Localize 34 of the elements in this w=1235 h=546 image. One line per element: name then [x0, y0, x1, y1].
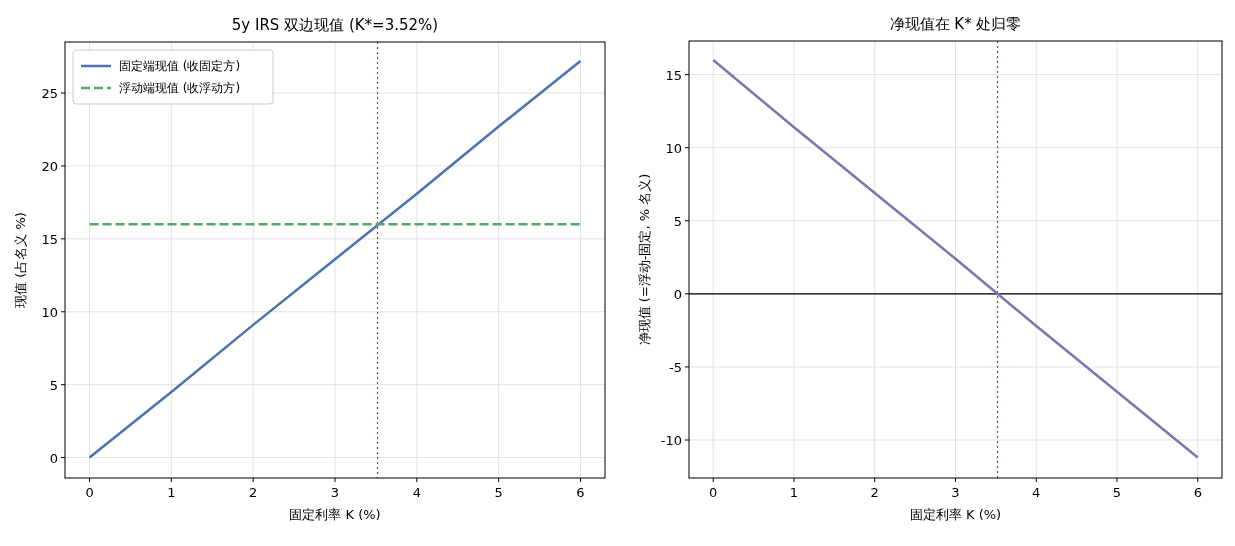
x-tick-label: 1: [167, 485, 176, 500]
y-tick-label: 20: [41, 158, 58, 174]
y-tick-label: 10: [665, 140, 682, 156]
x-tick-label: 3: [330, 485, 340, 500]
x-tick-label: 0: [709, 485, 718, 500]
x-tick-label: 6: [576, 485, 585, 500]
x-tick-label: 5: [494, 485, 503, 500]
legend-label: 浮动端现值 (收浮动方): [119, 81, 241, 95]
y-axis-title: 净现值 (=浮动-固定, % 名义): [637, 173, 652, 346]
x-tick-label: 4: [412, 485, 421, 500]
y-tick-label: 0: [673, 286, 682, 302]
y-tick-label: 25: [41, 86, 58, 102]
x-tick-label: 2: [249, 485, 258, 500]
chart-title: 净现值在 K* 处归零: [889, 15, 1022, 33]
y-tick-label: 10: [41, 304, 58, 320]
x-axis-title: 固定利率 K (%): [289, 507, 381, 522]
x-tick-label: 3: [951, 485, 960, 500]
chart-title: 5y IRS 双边现值 (K*=3.52%): [231, 16, 439, 34]
y-tick-label: 15: [665, 67, 682, 83]
x-tick-label: 1: [789, 485, 799, 500]
x-axis-title: 固定利率 K (%): [909, 507, 1002, 522]
y-tick-label: 15: [41, 231, 58, 247]
y-tick-label: -10: [660, 433, 682, 448]
x-tick-label: 4: [1032, 485, 1041, 500]
x-tick-label: 5: [1112, 485, 1122, 500]
y-axis-title: 现值 (占名义 %): [13, 212, 28, 308]
y-tick-label: 0: [49, 450, 58, 466]
y-tick-label: -5: [669, 359, 682, 375]
legend-label: 固定端现值 (收固定方): [119, 59, 241, 73]
y-tick-label: 5: [673, 213, 682, 229]
x-tick-label: 0: [85, 485, 94, 500]
x-tick-label: 6: [1193, 485, 1202, 500]
y-tick-label: 5: [49, 377, 58, 393]
x-tick-label: 2: [870, 485, 879, 500]
